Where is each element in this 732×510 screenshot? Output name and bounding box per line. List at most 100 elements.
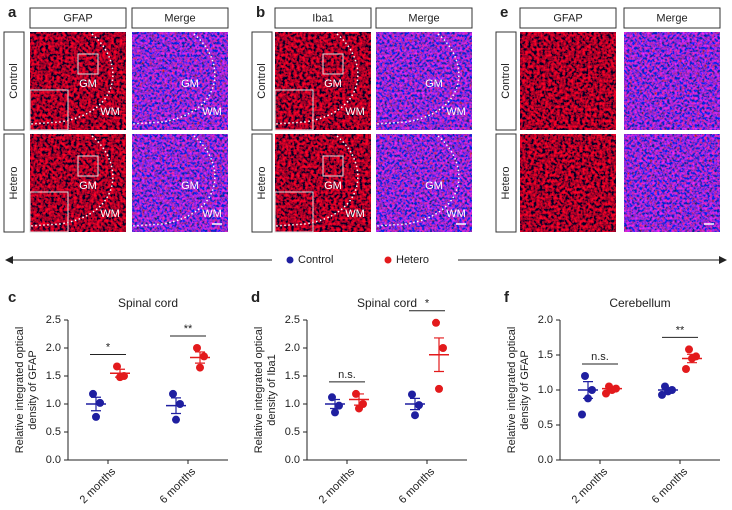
gm-wm-boundary: [375, 33, 460, 125]
x-tick-label: 6 months: [650, 465, 691, 506]
region-label: WM: [202, 208, 222, 220]
data-point: [200, 352, 208, 361]
column-header: Merge: [656, 12, 687, 24]
y-tick-label: 1.5: [538, 349, 553, 361]
row-label: Control: [500, 63, 512, 98]
data-point: [113, 362, 121, 371]
micrograph: [275, 32, 371, 130]
micrograph: [624, 32, 720, 130]
data-point: [685, 345, 693, 354]
y-tick-label: 1.0: [538, 384, 553, 396]
panel-letter: b: [256, 4, 265, 21]
micrograph: [132, 32, 228, 130]
data-point: [89, 389, 97, 398]
significance-label: n.s.: [338, 369, 356, 381]
data-point: [432, 318, 440, 327]
region-label: WM: [345, 208, 365, 220]
row-label-box: [495, 31, 517, 131]
column-header-box: [29, 7, 127, 29]
micrograph: [624, 134, 720, 232]
y-tick-label: 0.5: [538, 419, 553, 431]
panel-letter: f: [504, 289, 510, 306]
error-bar: [91, 396, 101, 412]
row-label-box: [495, 133, 517, 233]
data-point: [193, 344, 201, 352]
row-label: Hetero: [256, 166, 268, 199]
zoom-box: [322, 53, 344, 75]
gm-wm-boundary: [29, 33, 114, 125]
region-label: WM: [446, 106, 466, 118]
gm-wm-boundary: [375, 135, 460, 227]
chart-title: Spinal cord: [357, 296, 417, 310]
data-point: [581, 372, 589, 380]
panel-letter: d: [251, 289, 260, 306]
panel-letter: a: [8, 4, 17, 21]
data-point: [331, 408, 339, 417]
y-tick-label: 2.0: [285, 342, 300, 354]
y-axis-label: density of Iba1: [266, 354, 278, 426]
region-label: WM: [345, 106, 365, 118]
error-bar: [354, 393, 364, 406]
data-point: [602, 389, 610, 398]
gm-wm-boundary: [131, 33, 216, 125]
region-label: GM: [425, 180, 443, 192]
panel-letter: e: [500, 4, 508, 21]
region-label: GM: [181, 78, 199, 90]
row-label: Hetero: [500, 166, 512, 199]
region-label: GM: [79, 180, 97, 192]
error-bar: [171, 397, 181, 415]
error-bar: [663, 387, 673, 393]
data-point: [408, 390, 416, 399]
region-label: WM: [446, 208, 466, 220]
inset: [274, 191, 314, 233]
zoom-box: [77, 155, 99, 177]
micrograph: [275, 134, 371, 232]
data-point: [96, 398, 104, 407]
y-tick-label: 0.0: [285, 454, 300, 466]
data-point: [176, 400, 184, 408]
y-axis-label: Relative integrated optical: [253, 327, 265, 454]
region-label: WM: [100, 208, 120, 220]
row-label: Control: [256, 63, 268, 98]
micrograph: [376, 32, 472, 130]
y-axis-label: Relative integrated optical: [506, 327, 518, 454]
x-tick-label: 2 months: [317, 465, 358, 506]
region-label: GM: [79, 78, 97, 90]
y-tick-label: 2.5: [46, 314, 61, 326]
data-point: [355, 404, 363, 413]
micrograph: [520, 32, 616, 130]
x-tick-label: 2 months: [78, 465, 119, 506]
column-header-box: [375, 7, 473, 29]
gm-wm-boundary: [131, 135, 216, 227]
data-point: [172, 415, 180, 424]
y-tick-label: 1.5: [285, 370, 300, 382]
y-tick-label: 0.0: [46, 454, 61, 466]
inset: [274, 89, 314, 131]
zoom-box: [322, 155, 344, 177]
region-label: GM: [324, 78, 342, 90]
y-tick-label: 2.0: [46, 342, 61, 354]
column-header-box: [274, 7, 372, 29]
column-header: GFAP: [63, 12, 92, 24]
data-point: [415, 401, 423, 410]
data-point: [439, 344, 447, 352]
data-point: [578, 410, 586, 419]
chart-title: Spinal cord: [118, 296, 178, 310]
data-point: [435, 384, 443, 393]
chart-title: Cerebellum: [609, 296, 670, 310]
error-bar: [434, 337, 444, 373]
row-label: Hetero: [8, 166, 20, 199]
legend-marker: [384, 256, 392, 264]
legend-label: Hetero: [396, 254, 429, 266]
error-bar: [687, 353, 697, 364]
y-tick-label: 2.5: [285, 314, 300, 326]
column-header: Merge: [164, 12, 195, 24]
region-label: WM: [100, 106, 120, 118]
region-label: GM: [324, 180, 342, 192]
y-axis-label: density of GFAP: [519, 350, 531, 429]
error-bar: [410, 397, 420, 411]
significance-label: **: [184, 323, 193, 335]
column-header-box: [131, 7, 229, 29]
y-axis-label: density of GFAP: [27, 350, 39, 429]
